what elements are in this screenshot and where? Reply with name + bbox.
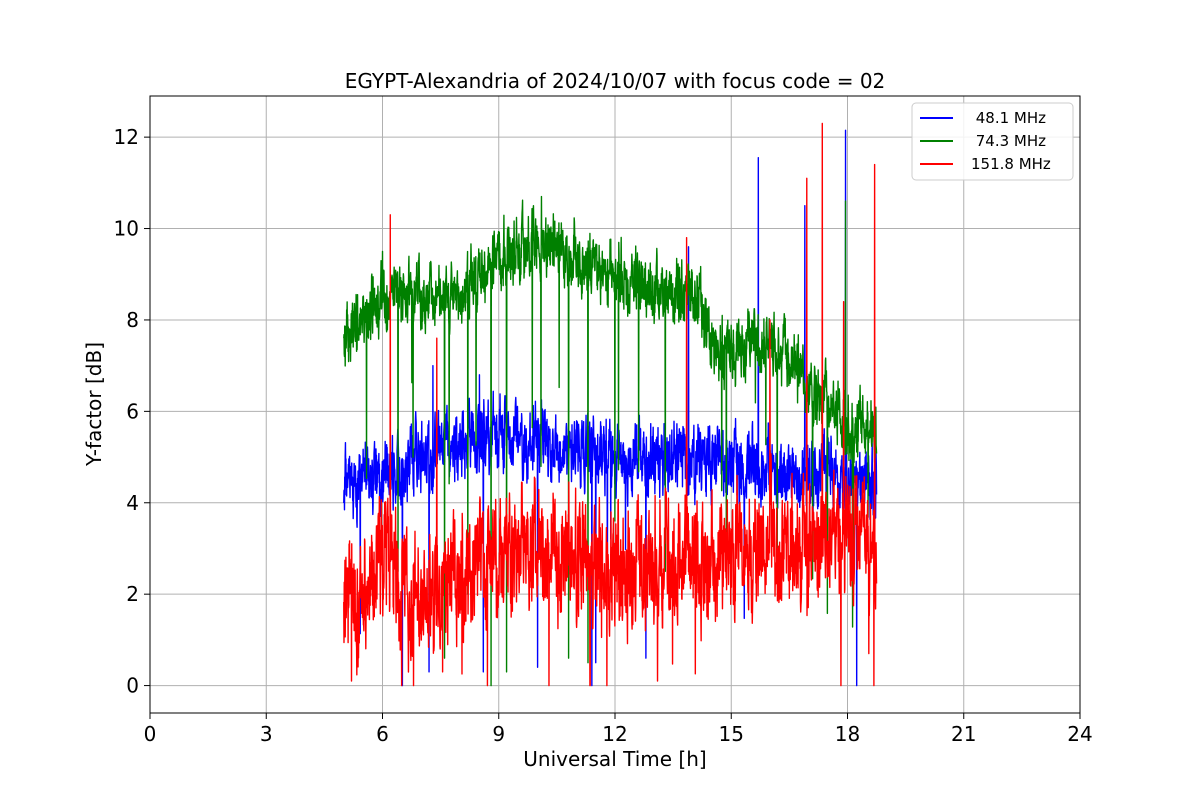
x-tick-label: 12 (602, 722, 627, 746)
y-tick-label: 8 (126, 308, 139, 332)
x-tick-label: 24 (1067, 722, 1092, 746)
series-line (343, 122, 878, 687)
x-tick-label: 3 (260, 722, 273, 746)
x-tick-label: 18 (835, 722, 860, 746)
series-line (343, 195, 878, 687)
x-tick-label: 0 (144, 722, 157, 746)
y-tick-label: 10 (114, 217, 139, 241)
y-tick-label: 0 (126, 674, 139, 698)
series-line (343, 129, 878, 687)
y-tick-label: 6 (126, 399, 139, 423)
y-tick-label: 12 (114, 125, 139, 149)
series-layer (343, 122, 878, 687)
y-tick-label: 4 (126, 491, 139, 515)
legend-label: 48.1 MHz (971, 109, 1046, 127)
x-axis-label: Universal Time [h] (523, 747, 706, 771)
x-tick-label: 6 (376, 722, 389, 746)
y-axis: 0 2 4 6 8 10 12 (114, 125, 150, 698)
x-tick-label: 9 (492, 722, 505, 746)
x-tick-label: 15 (719, 722, 744, 746)
legend-label: 74.3 MHz (971, 132, 1046, 150)
legend-box (911, 102, 1074, 181)
legend: 48.1 MHz 74.3 MHz 151.8 MHz (911, 102, 1074, 181)
y-tick-label: 2 (126, 582, 139, 606)
chart-title: EGYPT-Alexandria of 2024/10/07 with focu… (345, 69, 886, 93)
x-axis: 0 3 6 9 12 15 18 21 24 (144, 713, 1093, 746)
x-tick-label: 21 (951, 722, 976, 746)
y-axis-label: Y-factor [dB] (82, 342, 106, 467)
legend-label: 151.8 MHz (971, 155, 1051, 173)
